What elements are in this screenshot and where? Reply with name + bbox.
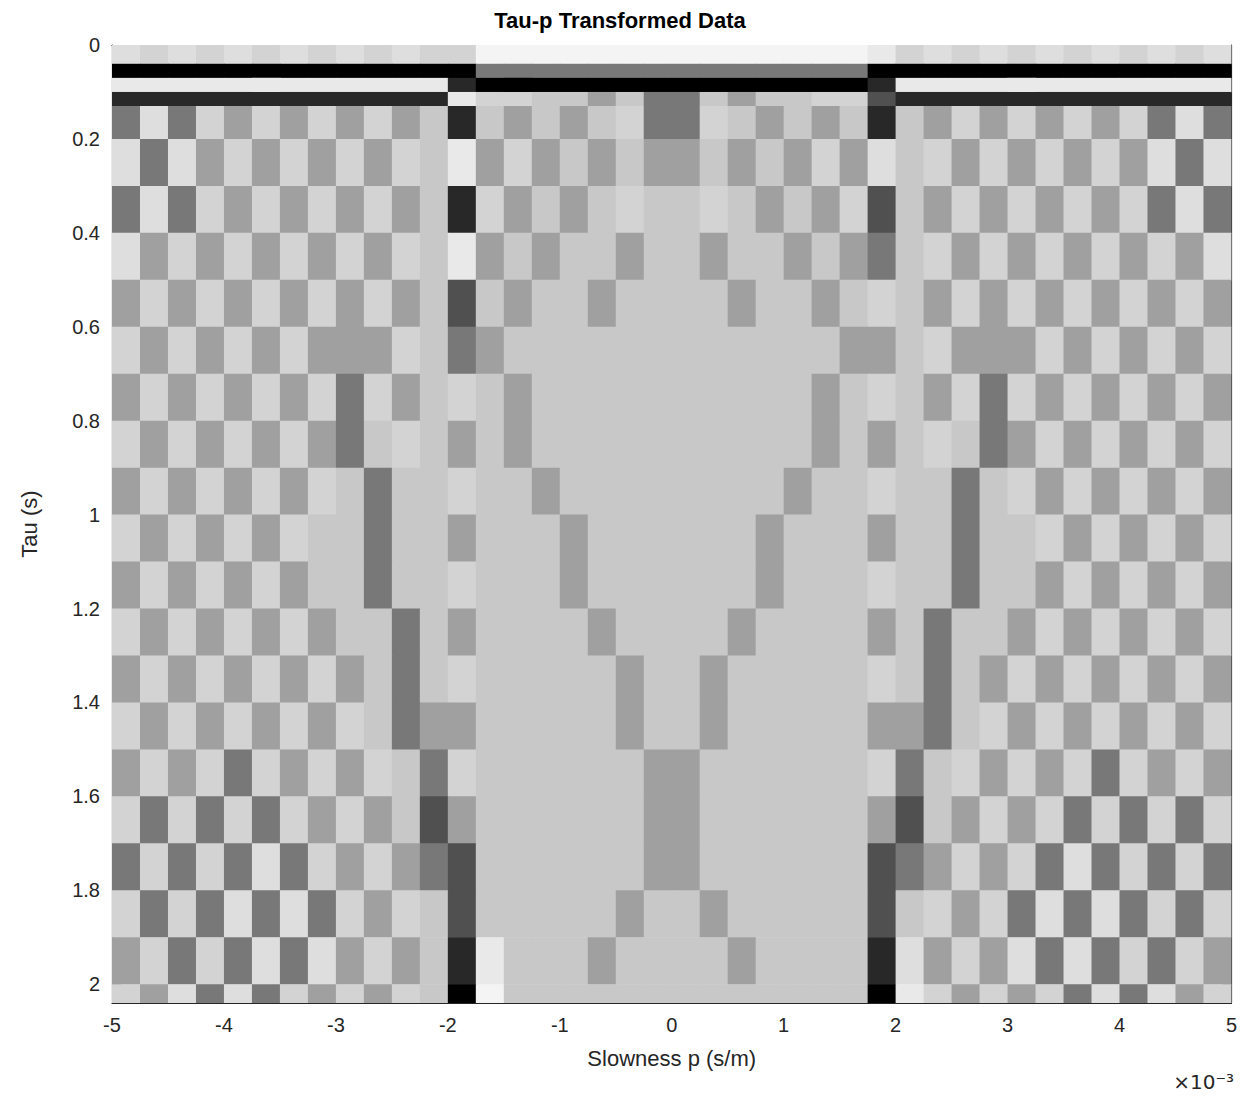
svg-text:0.2: 0.2 <box>72 128 100 150</box>
svg-text:2: 2 <box>89 973 100 995</box>
svg-text:Tau (s): Tau (s) <box>17 490 42 557</box>
svg-text:-4: -4 <box>215 1014 233 1036</box>
svg-text:1.8: 1.8 <box>72 879 100 901</box>
svg-text:-2: -2 <box>439 1014 457 1036</box>
svg-text:2: 2 <box>890 1014 901 1036</box>
svg-text:0.4: 0.4 <box>72 222 100 244</box>
svg-text:Slowness p (s/m): Slowness p (s/m) <box>587 1046 756 1071</box>
svg-text:1: 1 <box>778 1014 789 1036</box>
svg-text:-1: -1 <box>551 1014 569 1036</box>
svg-text:5: 5 <box>1226 1014 1237 1036</box>
svg-text:×10⁻³: ×10⁻³ <box>1173 1070 1234 1094</box>
svg-text:0: 0 <box>89 34 100 56</box>
svg-text:Tau-p Transformed Data: Tau-p Transformed Data <box>494 8 746 33</box>
svg-text:0: 0 <box>666 1014 677 1036</box>
svg-text:-3: -3 <box>327 1014 345 1036</box>
svg-text:1.2: 1.2 <box>72 598 100 620</box>
svg-text:4: 4 <box>1114 1014 1125 1036</box>
svg-text:1: 1 <box>89 504 100 526</box>
svg-text:3: 3 <box>1002 1014 1013 1036</box>
svg-text:0.8: 0.8 <box>72 410 100 432</box>
svg-text:1.4: 1.4 <box>72 691 100 713</box>
svg-text:0.6: 0.6 <box>72 316 100 338</box>
svg-text:1.6: 1.6 <box>72 785 100 807</box>
svg-text:-5: -5 <box>103 1014 121 1036</box>
